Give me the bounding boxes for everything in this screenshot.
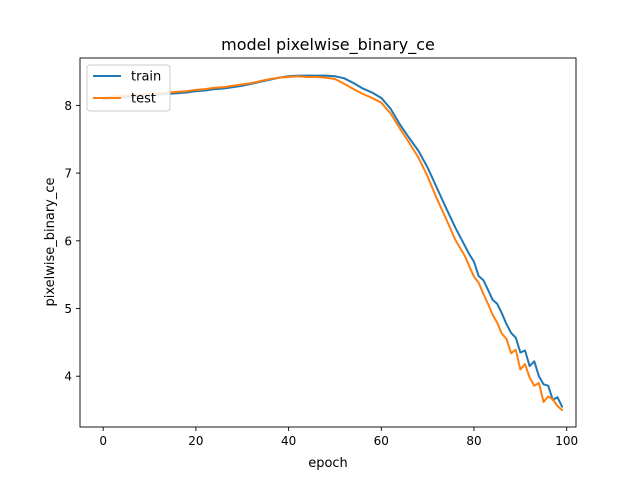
x-axis-ticks: 0 20 40 60 80 100 — [99, 427, 578, 448]
chart-title: model pixelwise_binary_ce — [221, 35, 435, 55]
series-layer — [102, 74, 564, 412]
legend-label-train: train — [131, 70, 161, 85]
y-axis-label: pixelwise_binary_ce — [43, 177, 58, 306]
x-tick-label: 60 — [374, 434, 389, 448]
y-tick-label: 5 — [64, 302, 72, 316]
y-tick-label: 6 — [64, 234, 72, 248]
y-tick-label: 4 — [64, 370, 72, 384]
x-tick-label: 40 — [281, 434, 296, 448]
plot-frame — [79, 57, 577, 428]
x-axis-label: epoch — [308, 456, 348, 471]
series-line-train — [102, 74, 564, 408]
series-line-test — [102, 75, 564, 412]
x-tick-label: 20 — [188, 434, 203, 448]
x-tick-label: 80 — [466, 434, 481, 448]
x-tick-label: 100 — [555, 434, 578, 448]
legend: train test — [86, 64, 171, 112]
y-tick-label: 7 — [64, 167, 72, 181]
legend-label-test: test — [131, 92, 156, 107]
y-tick-label: 8 — [64, 99, 72, 113]
y-axis-ticks: 4 5 6 7 8 — [64, 99, 80, 384]
x-tick-label: 0 — [99, 434, 107, 448]
